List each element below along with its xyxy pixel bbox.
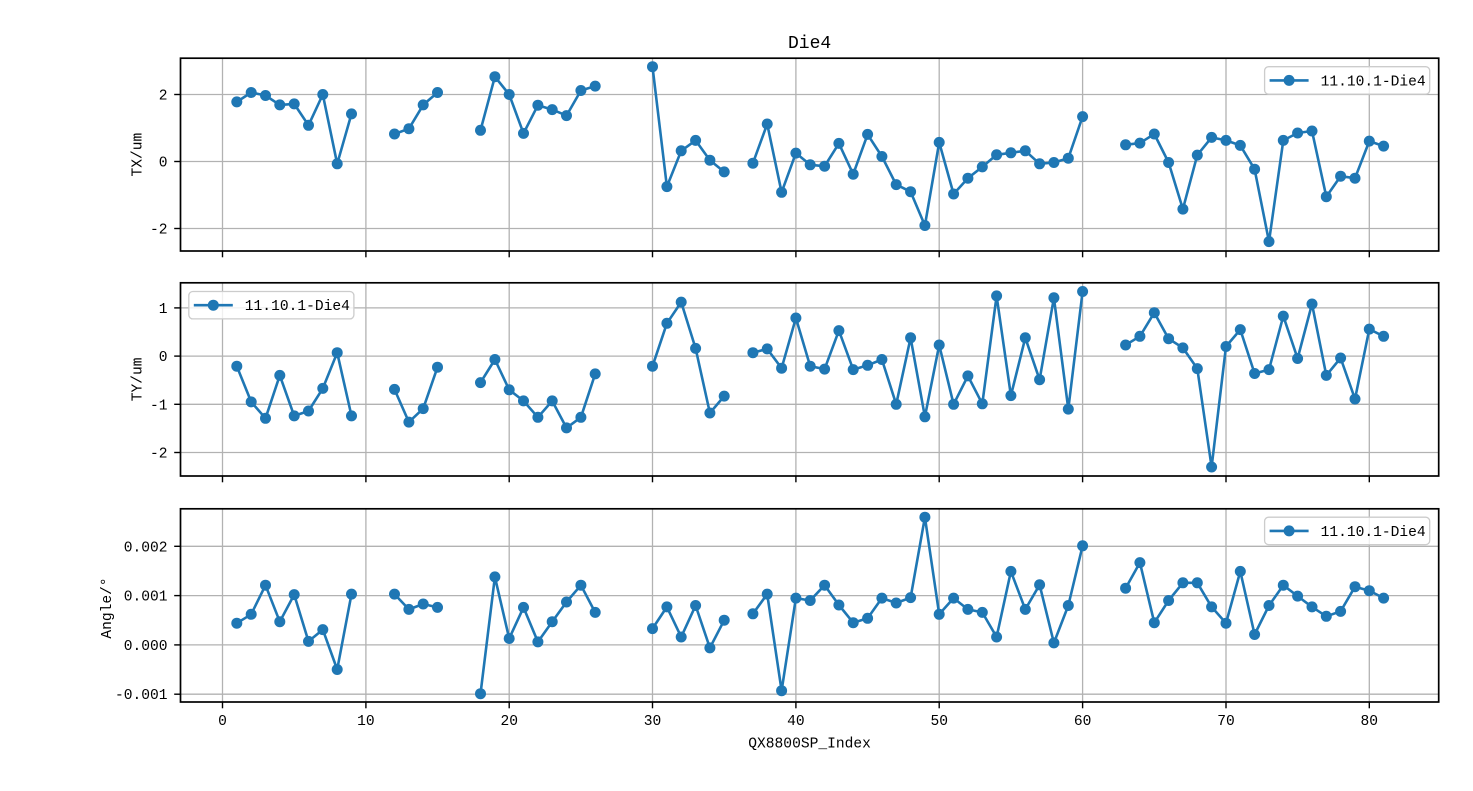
svg-text:TY/um: TY/um <box>131 357 147 401</box>
svg-text:60: 60 <box>1074 714 1092 730</box>
svg-text:Die4: Die4 <box>788 34 831 54</box>
svg-text:2: 2 <box>159 89 168 105</box>
svg-text:11.10.1-Die4: 11.10.1-Die4 <box>1321 74 1426 90</box>
svg-text:1: 1 <box>159 302 168 318</box>
svg-text:Angle/°: Angle/° <box>100 577 116 638</box>
svg-text:50: 50 <box>930 714 948 730</box>
svg-text:11.10.1-Die4: 11.10.1-Die4 <box>245 299 350 315</box>
svg-text:11.10.1-Die4: 11.10.1-Die4 <box>1321 525 1426 541</box>
svg-text:TX/um: TX/um <box>131 132 147 176</box>
svg-text:40: 40 <box>787 714 805 730</box>
svg-text:0: 0 <box>218 714 227 730</box>
svg-text:-2: -2 <box>150 447 168 463</box>
svg-text:20: 20 <box>500 714 518 730</box>
svg-text:0.002: 0.002 <box>124 540 168 556</box>
svg-text:QX8800SP_Index: QX8800SP_Index <box>748 736 871 752</box>
svg-text:-2: -2 <box>150 223 168 239</box>
svg-text:-0.001: -0.001 <box>115 688 168 704</box>
svg-text:0.000: 0.000 <box>124 639 168 655</box>
svg-text:70: 70 <box>1217 714 1235 730</box>
svg-text:80: 80 <box>1361 714 1379 730</box>
svg-text:0.001: 0.001 <box>124 590 168 606</box>
svg-text:-1: -1 <box>150 398 168 414</box>
svg-text:0: 0 <box>159 156 168 172</box>
svg-text:0: 0 <box>159 350 168 366</box>
svg-text:30: 30 <box>644 714 662 730</box>
svg-text:10: 10 <box>357 714 375 730</box>
